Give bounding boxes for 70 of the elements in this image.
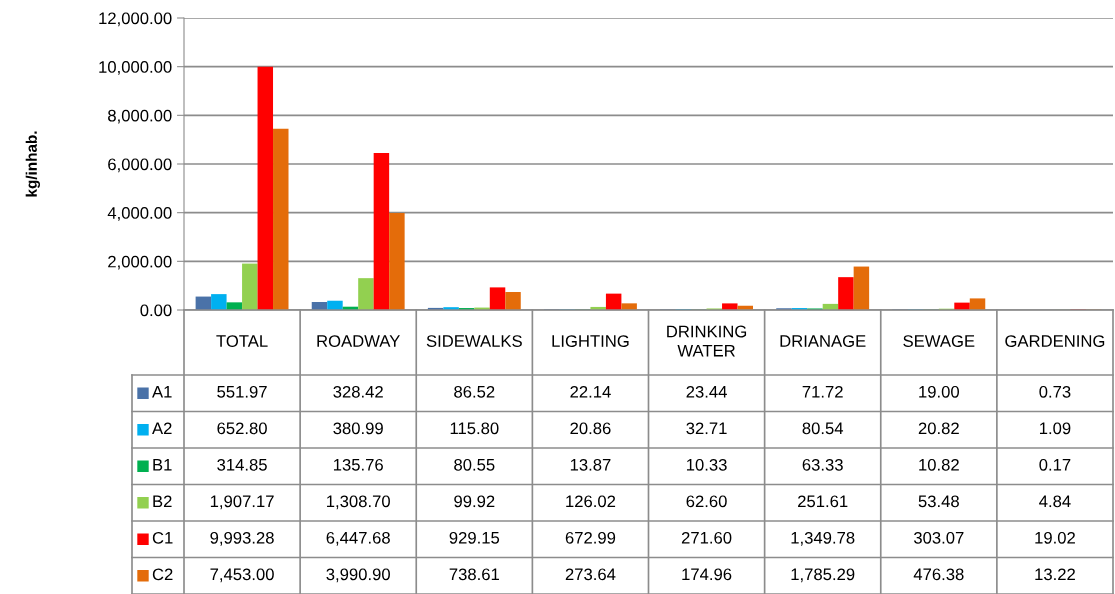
legend-label: A1 <box>152 386 172 398</box>
data-label: 273.64 <box>565 568 616 581</box>
data-label: 271.60 <box>681 531 732 544</box>
x-tick-label: TOTAL <box>216 335 268 347</box>
data-label: 0.73 <box>1039 385 1071 398</box>
data-label: 19.00 <box>919 385 960 398</box>
data-label: 174.96 <box>682 568 732 581</box>
x-tick-label: DRIANAGE <box>780 335 866 347</box>
data-label: 53.48 <box>918 495 959 508</box>
data-label: 314.85 <box>217 458 267 471</box>
data-label: 86.52 <box>454 385 495 398</box>
data-label: 1,349.78 <box>791 531 855 546</box>
data-label: 10.82 <box>919 458 959 471</box>
data-label: 22.14 <box>570 385 611 398</box>
data-label: 476.38 <box>913 568 964 581</box>
data-label: 9,993.28 <box>210 531 274 546</box>
data-label: 929.15 <box>449 531 500 544</box>
data-label: 1,308.70 <box>327 495 390 510</box>
data-label: 551.97 <box>217 385 267 398</box>
x-tick-label: SIDEWALKS <box>426 335 522 347</box>
data-label: 10.33 <box>686 458 727 471</box>
data-label: 19.02 <box>1035 531 1075 544</box>
data-label: 20.82 <box>918 422 959 435</box>
data-label: 4.84 <box>1039 495 1071 508</box>
data-label: 0.17 <box>1039 458 1071 471</box>
y-tick-label: 0.00 <box>140 304 172 317</box>
data-label: 3,990.90 <box>326 568 390 583</box>
data-label: 1,907.17 <box>210 495 274 510</box>
legend-label: B2 <box>153 495 172 508</box>
y-tick-label: 6,000.00 <box>108 158 172 173</box>
legend-label: C2 <box>152 568 173 581</box>
y-axis-title: kg/inhab. <box>25 131 41 197</box>
data-label: 80.55 <box>454 458 495 471</box>
data-label: 303.07 <box>913 531 964 544</box>
data-label: 23.44 <box>686 385 727 398</box>
data-label: 738.61 <box>449 568 499 581</box>
data-label: 62.60 <box>686 495 727 508</box>
legend-label: B1 <box>153 459 172 471</box>
x-tick-label: LIGHTING <box>552 335 629 347</box>
x-tick-label: DRINKING WATER <box>667 325 747 357</box>
data-label: 32.71 <box>686 422 727 435</box>
y-tick-label: 4,000.00 <box>107 207 172 221</box>
x-tick-label: GARDENING <box>1005 335 1105 347</box>
data-label: 6,447.68 <box>326 531 390 546</box>
data-label: 63.33 <box>802 458 843 471</box>
y-tick-label: 10,000.00 <box>99 61 172 75</box>
data-label: 1.09 <box>1039 422 1071 435</box>
data-label: 672.99 <box>565 531 616 544</box>
x-tick-label: ROADWAY <box>317 335 400 347</box>
data-label: 380.99 <box>333 422 383 435</box>
data-label: 80.54 <box>802 422 844 435</box>
data-label: 13.87 <box>570 458 611 471</box>
data-label: 652.80 <box>217 422 267 435</box>
legend-label: A2 <box>152 422 172 435</box>
y-tick-label: 2,000.00 <box>108 255 172 270</box>
data-label: 7,453.00 <box>210 568 274 583</box>
data-label: 135.76 <box>333 458 383 471</box>
data-label: 126.02 <box>566 495 616 508</box>
legend-label: C1 <box>152 531 173 544</box>
y-tick-label: 8,000.00 <box>108 109 172 124</box>
data-label: 1,785.29 <box>791 568 855 583</box>
data-label: 99.92 <box>454 495 495 508</box>
data-label: 115.80 <box>450 422 499 435</box>
y-tick-label: 12,000.00 <box>99 12 172 27</box>
data-label: 20.86 <box>570 422 611 435</box>
data-label: 328.42 <box>333 385 383 398</box>
data-label: 13.22 <box>1035 568 1075 581</box>
data-label: 71.72 <box>802 385 843 398</box>
x-tick-label: SEWAGE <box>903 335 975 347</box>
data-label: 251.61 <box>798 495 848 508</box>
